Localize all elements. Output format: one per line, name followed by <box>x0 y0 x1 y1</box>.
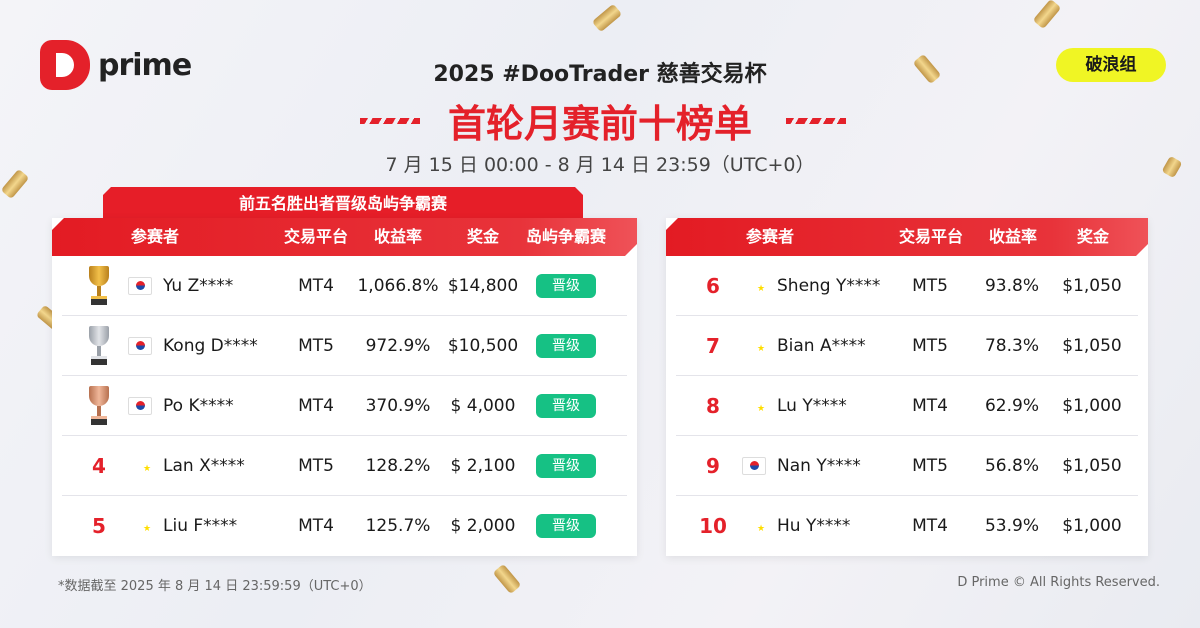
platform: MT5 <box>298 455 334 476</box>
participant-name: Lan X**** <box>163 455 245 476</box>
dprime-logo: prime <box>40 40 192 90</box>
table-header: 参赛者 交易平台 收益率 奖金 岛屿争霸赛 <box>52 218 637 256</box>
qualified-badge: 晋级 <box>536 393 596 418</box>
table-row: 5 Liu F**** MT4 125.7% $ 2,000 晋级 <box>62 496 627 556</box>
logo-text: prime <box>98 47 192 83</box>
col-prize: 奖金 <box>1076 227 1110 246</box>
col-platform: 交易平台 <box>898 227 964 246</box>
col-yield: 收益率 <box>988 227 1038 246</box>
title-decoration <box>360 118 420 124</box>
participant-name: Po K**** <box>163 395 234 416</box>
yield: 972.9% <box>365 335 431 356</box>
yield: 370.9% <box>365 395 431 416</box>
col-participant: 参赛者 <box>130 227 180 246</box>
silver-trophy-icon <box>88 325 110 366</box>
table-row: Po K**** MT4 370.9% $ 4,000 晋级 <box>62 376 627 436</box>
participant-name: Yu Z**** <box>163 275 234 296</box>
platform: MT5 <box>912 275 948 296</box>
prize: $ 2,100 <box>450 455 516 476</box>
event-title: 2025 #DooTrader 慈善交易杯 <box>433 62 767 87</box>
col-platform: 交易平台 <box>283 227 349 246</box>
platform: MT5 <box>912 455 948 476</box>
group-badge: 破浪组 <box>1056 48 1166 82</box>
prize: $14,800 <box>447 275 519 296</box>
participant-name: Lu Y**** <box>777 395 847 416</box>
table-row: Yu Z**** MT4 1,066.8% $14,800 晋级 <box>62 256 627 316</box>
table-row: 6 Sheng Y**** MT5 93.8% $1,050 <box>676 256 1138 316</box>
col-prize: 奖金 <box>466 227 500 246</box>
qualified-badge: 晋级 <box>536 273 596 298</box>
prize: $ 4,000 <box>450 395 516 416</box>
title-decoration <box>786 118 846 124</box>
leaderboard-top5: 参赛者 交易平台 收益率 奖金 岛屿争霸赛 Yu Z**** MT4 1,066.8… <box>52 218 637 556</box>
platform: MT4 <box>298 275 334 296</box>
page-title: 首轮月赛前十榜单 <box>447 102 752 146</box>
yield: 128.2% <box>365 455 431 476</box>
yield: 125.7% <box>365 516 431 536</box>
copyright: D Prime © All Rights Reserved. <box>957 575 1160 590</box>
south-korea-flag-icon <box>742 456 766 475</box>
yield: 62.9% <box>984 395 1040 416</box>
logo-mark-icon <box>40 40 90 90</box>
table-row: 8 Lu Y**** MT4 62.9% $1,000 <box>676 376 1138 436</box>
table-header: 参赛者 交易平台 收益率 奖金 <box>666 218 1148 256</box>
col-island: 岛屿争霸赛 <box>525 227 607 246</box>
rank-number: 6 <box>706 273 720 298</box>
participant-name: Hu Y**** <box>777 516 851 536</box>
yield: 93.8% <box>984 275 1040 296</box>
prize: $1,050 <box>1062 275 1122 296</box>
data-cutoff-note: *数据截至 2025 年 8 月 14 日 23:59:59（UTC+0） <box>58 579 372 594</box>
rank-number: 4 <box>92 453 106 478</box>
bronze-trophy-icon <box>88 385 110 426</box>
participant-name: Liu F**** <box>163 516 238 536</box>
south-korea-flag-icon <box>128 336 152 355</box>
col-yield: 收益率 <box>373 227 423 246</box>
qualify-banner: 前五名胜出者晋级岛屿争霸赛 <box>103 187 583 220</box>
yield: 78.3% <box>984 335 1040 356</box>
rank-number: 8 <box>706 393 720 418</box>
table-row: 4 Lan X**** MT5 128.2% $ 2,100 晋级 <box>62 436 627 496</box>
prize: $ 2,000 <box>450 516 516 536</box>
yield: 56.8% <box>984 455 1040 476</box>
qualified-badge: 晋级 <box>536 514 596 538</box>
participant-name: Nan Y**** <box>777 455 861 476</box>
prize: $1,050 <box>1062 455 1122 476</box>
platform: MT4 <box>298 395 334 416</box>
col-participant: 参赛者 <box>745 227 795 246</box>
confetti-decoration <box>591 3 623 33</box>
table-row: 7 Bian A**** MT5 78.3% $1,050 <box>676 316 1138 376</box>
participant-name: Bian A**** <box>777 335 866 356</box>
table-row: 10 Hu Y**** MT4 53.9% $1,000 <box>676 496 1138 556</box>
platform: MT5 <box>298 335 334 356</box>
yield: 53.9% <box>984 516 1040 536</box>
table-row: Kong D**** MT5 972.9% $10,500 晋级 <box>62 316 627 376</box>
rank-number: 9 <box>706 453 720 478</box>
qualified-badge: 晋级 <box>536 453 596 478</box>
rank-number: 5 <box>92 514 106 538</box>
prize: $1,000 <box>1062 516 1122 536</box>
rank-number: 10 <box>699 514 727 538</box>
rank-number: 7 <box>706 333 720 358</box>
platform: MT5 <box>912 335 948 356</box>
confetti-decoration <box>492 563 522 595</box>
prize: $10,500 <box>447 335 519 356</box>
qualified-badge: 晋级 <box>536 333 596 358</box>
platform: MT4 <box>912 395 948 416</box>
prize: $1,000 <box>1062 395 1122 416</box>
participant-name: Kong D**** <box>163 335 258 356</box>
leaderboard-6-10: 参赛者 交易平台 收益率 奖金 6 Sheng Y**** MT5 93.8% $1,0… <box>666 218 1148 556</box>
south-korea-flag-icon <box>128 276 152 295</box>
table-row: 9 Nan Y**** MT5 56.8% $1,050 <box>676 436 1138 496</box>
participant-name: Sheng Y**** <box>777 275 881 296</box>
date-range: 7 月 15 日 00:00 - 8 月 14 日 23:59（UTC+0） <box>385 154 815 176</box>
platform: MT4 <box>298 516 334 536</box>
south-korea-flag-icon <box>128 396 152 415</box>
gold-trophy-icon <box>88 265 110 306</box>
platform: MT4 <box>912 516 948 536</box>
prize: $1,050 <box>1062 335 1122 356</box>
confetti-decoration <box>1032 0 1062 30</box>
yield: 1,066.8% <box>357 275 439 296</box>
